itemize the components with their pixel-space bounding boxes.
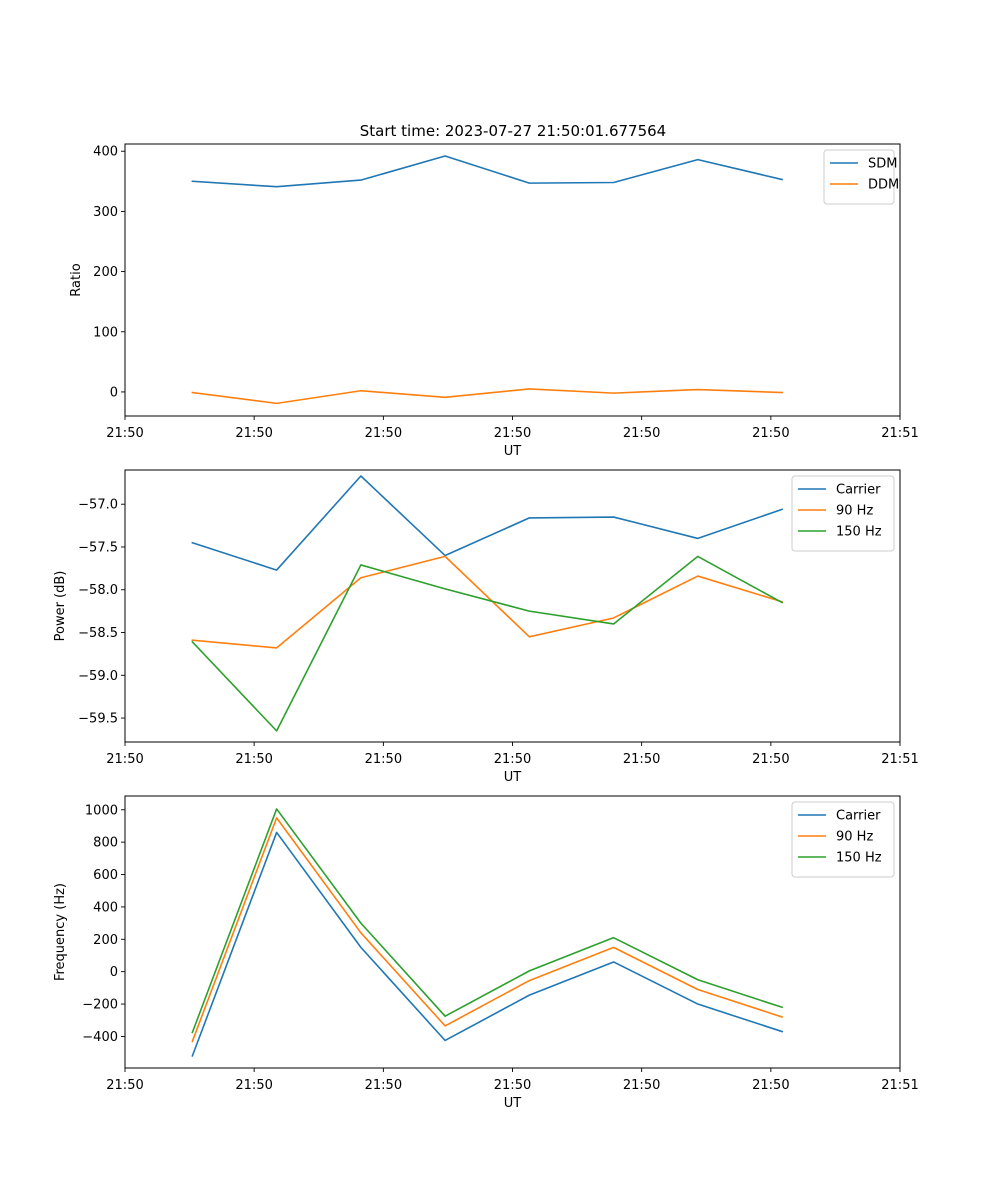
ratio-x-tick-label: 21:51 bbox=[881, 426, 918, 441]
frequency-x-tick-label: 21:50 bbox=[235, 1078, 272, 1093]
ratio-legend: SDM DDM bbox=[823, 149, 899, 205]
ratio-x-tick-label: 21:50 bbox=[623, 426, 660, 441]
power-x-tick-label: 21:50 bbox=[623, 752, 660, 767]
ratio-y-tick-label: 100 bbox=[93, 325, 118, 340]
ratio-y-axis-label: Ratio bbox=[69, 263, 84, 296]
power-legend-label: Carrier bbox=[836, 483, 881, 498]
ratio-x-tick-label: 21:50 bbox=[235, 426, 272, 441]
power-x-tick-label: 21:51 bbox=[881, 752, 918, 767]
frequency-y-tick-label: 1000 bbox=[85, 803, 118, 818]
frequency-x-tick-label: 21:50 bbox=[752, 1078, 789, 1093]
power-y-tick-label: −59.5 bbox=[78, 712, 118, 727]
ratio-legend-label: SDM bbox=[868, 157, 897, 172]
power-x-tick-label: 21:50 bbox=[365, 752, 402, 767]
ratio-y-tick-label: 300 bbox=[93, 205, 118, 220]
frequency-legend-label: 150 Hz bbox=[836, 851, 882, 866]
figure-title: Start time: 2023-07-27 21:50:01.677564 bbox=[360, 122, 666, 140]
power-legend-label: 90 Hz bbox=[836, 504, 873, 519]
power-x-tick-label: 21:50 bbox=[235, 752, 272, 767]
frequency-x-tick-label: 21:50 bbox=[494, 1078, 531, 1093]
power-y-axis-label: Power (dB) bbox=[53, 571, 68, 642]
power-x-tick-label: 21:50 bbox=[494, 752, 531, 767]
ratio-series-sdm bbox=[191, 155, 784, 188]
power-legend-label: 150 Hz bbox=[836, 525, 882, 540]
ratio-series-ddm bbox=[191, 388, 783, 405]
power-legend: Carrier 90 Hz 150 Hz bbox=[791, 475, 895, 552]
ratio-x-tick-label: 21:50 bbox=[494, 426, 531, 441]
power-y-tick-label: −59.0 bbox=[78, 669, 118, 684]
frequency-series-150-hz bbox=[191, 808, 784, 1034]
ratio-legend-label: DDM bbox=[868, 178, 899, 193]
panels: 21:50 21:50 21:50 21:50 21:50 21:50 21:51 0 100 2… bbox=[53, 143, 919, 1111]
power-y-tick-label: −57.0 bbox=[78, 498, 118, 513]
power-series-150-hz bbox=[191, 555, 784, 732]
power-x-axis-label: UT bbox=[504, 770, 522, 785]
frequency-series-90-hz bbox=[191, 817, 784, 1043]
frequency-y-tick-label: 200 bbox=[93, 933, 118, 948]
ratio-x-tick-label: 21:50 bbox=[752, 426, 789, 441]
frequency-y-tick-label: −400 bbox=[82, 1030, 118, 1045]
ratio-y-tick-label: 0 bbox=[110, 385, 118, 400]
power-x-tick-label: 21:50 bbox=[752, 752, 789, 767]
frequency-legend-label: Carrier bbox=[836, 809, 881, 824]
power-x-tick-label: 21:50 bbox=[106, 752, 143, 767]
ratio-x-tick-label: 21:50 bbox=[365, 426, 402, 441]
frequency-panel: 21:50 21:50 21:50 21:50 21:50 21:50 21:51 −400 −… bbox=[53, 795, 919, 1111]
frequency-legend: Carrier 90 Hz 150 Hz bbox=[791, 801, 895, 878]
power-panel: 21:50 21:50 21:50 21:50 21:50 21:50 21:51 −59.5… bbox=[53, 469, 919, 785]
frequency-x-tick-label: 21:50 bbox=[106, 1078, 143, 1093]
ratio-y-tick-label: 400 bbox=[93, 145, 118, 160]
ratio-y-tick-label: 200 bbox=[93, 265, 118, 280]
frequency-y-tick-label: 800 bbox=[93, 836, 118, 851]
frequency-series-carrier bbox=[191, 831, 784, 1057]
frequency-x-tick-label: 21:50 bbox=[365, 1078, 402, 1093]
power-series-90-hz bbox=[191, 555, 784, 649]
ratio-panel: 21:50 21:50 21:50 21:50 21:50 21:50 21:51 0 100 2… bbox=[69, 143, 919, 459]
frequency-y-tick-label: 0 bbox=[110, 965, 118, 980]
power-series-carrier bbox=[191, 475, 784, 571]
frequency-legend-label: 90 Hz bbox=[836, 830, 873, 845]
power-y-tick-label: −58.0 bbox=[78, 583, 118, 598]
frequency-x-tick-label: 21:50 bbox=[623, 1078, 660, 1093]
frequency-x-axis-label: UT bbox=[504, 1096, 522, 1111]
power-y-tick-label: −57.5 bbox=[78, 540, 118, 555]
ratio-x-axis-label: UT bbox=[504, 444, 522, 459]
frequency-legend-box bbox=[791, 801, 895, 878]
power-y-tick-label: −58.5 bbox=[78, 626, 118, 641]
frequency-y-tick-label: −200 bbox=[82, 998, 118, 1013]
frequency-y-tick-label: 600 bbox=[93, 868, 118, 883]
frequency-y-tick-label: 400 bbox=[93, 900, 118, 915]
power-legend-box bbox=[791, 475, 895, 552]
ratio-x-tick-label: 21:50 bbox=[106, 426, 143, 441]
frequency-x-tick-label: 21:51 bbox=[881, 1078, 918, 1093]
frequency-y-axis-label: Frequency (Hz) bbox=[53, 883, 68, 981]
